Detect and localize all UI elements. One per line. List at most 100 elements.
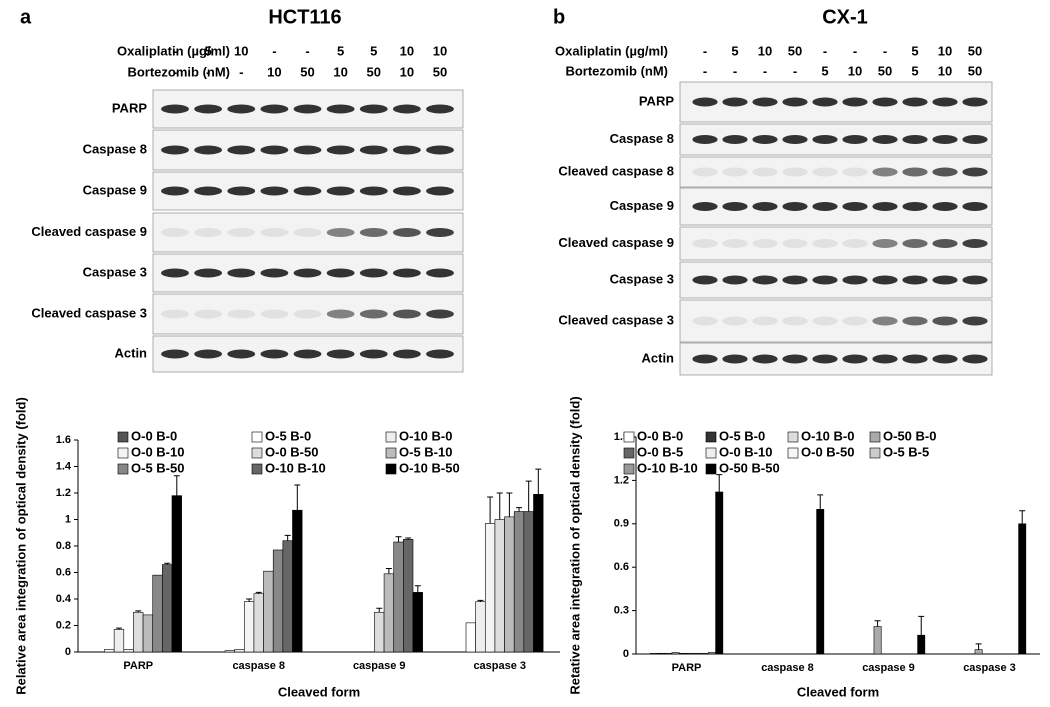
blot-row-label: Cleaved caspase 9: [31, 224, 147, 239]
blot-band: [842, 316, 868, 326]
y-axis-title: Relative area integration of optical den…: [13, 397, 28, 695]
bar: [123, 649, 134, 653]
y-tick-label: 0.4: [56, 593, 72, 605]
bar: [484, 523, 496, 653]
blot-row-label: Caspase 9: [83, 182, 147, 197]
blot-band: [359, 309, 388, 319]
blot-band: [872, 354, 898, 364]
error-bar: [284, 534, 291, 541]
blot-band: [782, 202, 808, 211]
blot-band: [752, 97, 778, 107]
bar: [243, 601, 255, 653]
blot-band: [842, 97, 868, 107]
legend-label: O-0 B-0: [637, 428, 683, 443]
bar: [700, 652, 709, 655]
legend-swatch: [251, 447, 263, 459]
blot-band: [392, 186, 421, 196]
bar: [171, 495, 182, 653]
blot-band: [932, 135, 958, 144]
blot-band: [872, 135, 898, 144]
y-tick-label: 0: [65, 646, 71, 658]
blot-band: [692, 316, 718, 326]
blot-band: [812, 275, 838, 285]
error-bar: [115, 627, 122, 630]
y-tick-label: 0.6: [614, 561, 629, 573]
bar: [533, 494, 544, 653]
bar: [263, 570, 274, 653]
blot-band: [227, 186, 256, 196]
x-tick-label: PARP: [672, 662, 702, 674]
blot-band: [326, 186, 355, 196]
blot-band: [227, 104, 256, 114]
treatment-value: -: [239, 64, 243, 79]
blot-band: [359, 104, 388, 114]
blot-band: [752, 316, 778, 326]
blot-band: [326, 268, 355, 278]
blot-band: [227, 145, 256, 155]
bar: [664, 652, 673, 655]
legend-swatch: [623, 463, 635, 475]
bar: [873, 626, 882, 655]
blot-band: [293, 309, 322, 319]
blot-row-label: Cleaved caspase 9: [558, 235, 674, 250]
bar: [523, 511, 534, 653]
bar: [475, 601, 486, 653]
treatment-value: 10: [400, 64, 414, 79]
legend-swatch: [385, 447, 397, 459]
error-bar: [385, 568, 392, 574]
blot-band: [722, 97, 748, 107]
bar: [234, 649, 245, 653]
legend-swatch: [869, 431, 881, 443]
legend-label: O-10 B-0: [801, 428, 854, 443]
error-bar: [1019, 510, 1026, 524]
blot-row-label: Cleaved caspase 8: [558, 163, 674, 178]
y-tick-label: 0.6: [56, 566, 71, 578]
error-bar: [817, 494, 824, 510]
treatment-value: 10: [848, 63, 862, 78]
blot-band: [194, 268, 223, 278]
blot-band: [392, 268, 421, 278]
blot-band: [932, 354, 958, 364]
blot-band: [260, 186, 289, 196]
treatment-value: 10: [400, 43, 414, 58]
error-bar: [487, 496, 494, 524]
treatment-value: 10: [433, 43, 447, 58]
error-bar: [294, 484, 301, 511]
blot-band: [932, 97, 958, 107]
blot-band: [260, 228, 289, 237]
x-tick-label: caspase 9: [862, 662, 915, 674]
blot-band: [161, 186, 189, 196]
blot-band: [359, 268, 388, 278]
error-bar: [525, 480, 532, 512]
legend-label: O-0 B-5: [637, 444, 683, 459]
blot-band: [842, 135, 868, 144]
blot-band: [692, 167, 718, 177]
blot-band: [962, 275, 988, 285]
bar: [917, 634, 926, 655]
blot-band: [426, 349, 454, 359]
blot-band: [902, 135, 928, 144]
blot-band: [260, 268, 289, 278]
blot-band: [782, 275, 808, 285]
bar: [403, 539, 414, 653]
blot-band: [293, 186, 322, 196]
blot-band: [426, 228, 454, 237]
y-tick-label: 0.2: [56, 619, 71, 631]
blot-band: [426, 145, 454, 155]
error-bar: [516, 507, 523, 512]
bar: [657, 652, 665, 655]
bar: [693, 652, 702, 655]
legend-swatch: [787, 431, 799, 443]
blot-band: [962, 135, 988, 144]
blot-band: [161, 349, 189, 359]
blot-band: [194, 186, 223, 196]
blot-band: [752, 275, 778, 285]
x-tick-label: caspase 9: [353, 660, 406, 672]
x-tick-label: caspase 3: [963, 662, 1016, 674]
blot-band: [962, 202, 988, 211]
blot-band: [293, 228, 322, 237]
bar: [649, 652, 658, 655]
blot-band: [812, 167, 838, 177]
blot-band: [260, 309, 289, 319]
